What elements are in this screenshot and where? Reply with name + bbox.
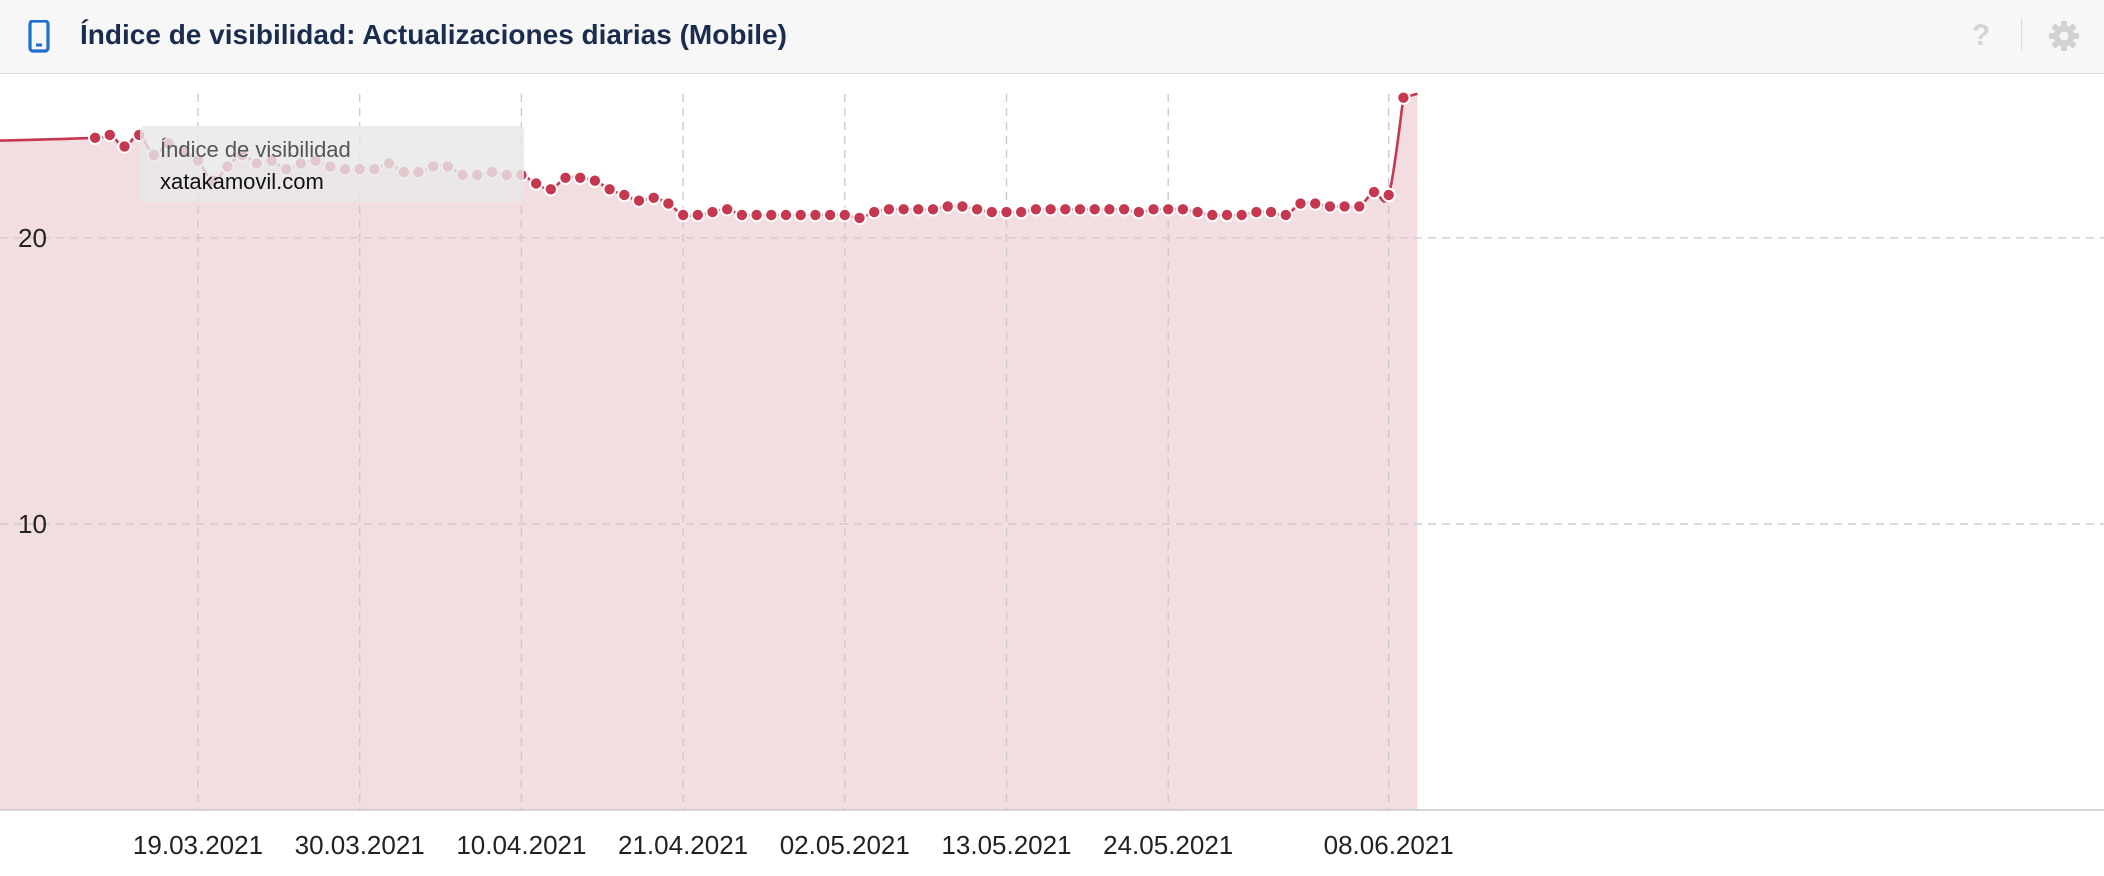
data-point[interactable] — [1278, 207, 1294, 223]
data-point[interactable] — [102, 127, 118, 143]
data-point[interactable] — [911, 202, 926, 217]
data-point[interactable] — [117, 139, 132, 154]
series-area-fill — [0, 93, 1418, 810]
data-point[interactable] — [587, 173, 603, 188]
data-point[interactable] — [573, 170, 588, 186]
data-point[interactable] — [1014, 204, 1029, 220]
data-point[interactable] — [1366, 184, 1382, 200]
data-point[interactable] — [778, 207, 794, 223]
mobile-phone-icon — [28, 20, 50, 53]
data-point[interactable] — [1249, 204, 1264, 220]
data-point[interactable] — [940, 199, 955, 214]
data-point[interactable] — [749, 207, 764, 223]
x-tick-label: 30.03.2021 — [295, 830, 425, 860]
y-axis-tick-labels: 10 20 — [18, 223, 47, 539]
header-divider — [2021, 18, 2022, 50]
question-mark-icon[interactable]: ? — [1971, 19, 1991, 52]
data-point[interactable] — [1381, 187, 1396, 203]
page-title: Índice de visibilidad: Actualizaciones d… — [80, 19, 787, 50]
data-point[interactable] — [1146, 202, 1161, 217]
x-tick-label: 08.06.2021 — [1324, 830, 1454, 860]
data-point[interactable] — [1352, 199, 1367, 214]
x-tick-label: 19.03.2021 — [133, 830, 263, 860]
data-point[interactable] — [837, 207, 852, 223]
data-point[interactable] — [661, 196, 676, 211]
data-point[interactable] — [1293, 196, 1308, 211]
data-point[interactable] — [1102, 202, 1117, 217]
data-point[interactable] — [690, 207, 705, 223]
data-point[interactable] — [808, 207, 823, 223]
data-point[interactable] — [705, 204, 720, 220]
data-point[interactable] — [675, 207, 691, 223]
x-tick-label: 13.05.2021 — [941, 830, 1071, 860]
gear-icon[interactable] — [2048, 20, 2080, 52]
data-point[interactable] — [955, 199, 970, 214]
data-point[interactable] — [734, 207, 750, 223]
data-point[interactable] — [631, 193, 647, 208]
data-point[interactable] — [867, 204, 882, 220]
data-point[interactable] — [1219, 207, 1235, 223]
chart-tooltip: Índice de visibilidad xatakamovil.com — [140, 126, 524, 202]
data-point[interactable] — [1337, 199, 1352, 214]
data-point[interactable] — [1175, 202, 1191, 217]
data-point[interactable] — [1190, 204, 1205, 220]
data-point[interactable] — [793, 207, 808, 223]
tooltip-domain: xatakamovil.com — [160, 169, 324, 194]
y-tick-label: 20 — [18, 223, 47, 253]
y-tick-label: 10 — [18, 509, 47, 539]
data-point[interactable] — [1087, 202, 1102, 217]
data-point[interactable] — [999, 204, 1014, 220]
data-point[interactable] — [852, 210, 867, 226]
x-tick-label: 21.04.2021 — [618, 830, 748, 860]
data-point[interactable] — [1028, 202, 1044, 217]
data-point[interactable] — [617, 187, 632, 203]
data-point[interactable] — [1058, 202, 1073, 217]
data-point[interactable] — [1396, 90, 1411, 105]
data-point[interactable] — [558, 170, 573, 186]
data-point[interactable] — [764, 207, 779, 223]
data-point[interactable] — [822, 207, 838, 223]
x-tick-label: 02.05.2021 — [780, 830, 910, 860]
data-point[interactable] — [984, 204, 999, 220]
data-point[interactable] — [1161, 202, 1176, 217]
data-point[interactable] — [1308, 196, 1323, 211]
data-point[interactable] — [1234, 207, 1249, 223]
data-point[interactable] — [896, 202, 911, 217]
tooltip-label: Índice de visibilidad — [160, 137, 351, 162]
panel-header: Índice de visibilidad: Actualizaciones d… — [0, 0, 2104, 74]
data-point[interactable] — [1043, 202, 1058, 217]
x-tick-label: 10.04.2021 — [456, 830, 586, 860]
data-point[interactable] — [543, 182, 558, 197]
data-point[interactable] — [969, 202, 985, 217]
data-point[interactable] — [1116, 202, 1132, 217]
data-point[interactable] — [646, 190, 661, 206]
data-point[interactable] — [1072, 202, 1088, 217]
x-tick-label: 24.05.2021 — [1103, 830, 1233, 860]
data-point[interactable] — [1131, 204, 1147, 220]
data-point[interactable] — [87, 130, 103, 146]
data-point[interactable] — [528, 176, 544, 191]
data-point[interactable] — [1322, 199, 1338, 214]
data-point[interactable] — [1263, 204, 1279, 220]
data-point[interactable] — [881, 202, 897, 217]
x-axis-tick-labels: 19.03.2021 30.03.2021 10.04.2021 21.04.2021… — [133, 830, 1454, 860]
data-point[interactable] — [1205, 207, 1220, 223]
data-point[interactable] — [602, 182, 617, 197]
data-point[interactable] — [720, 202, 735, 217]
data-point[interactable] — [925, 202, 941, 217]
